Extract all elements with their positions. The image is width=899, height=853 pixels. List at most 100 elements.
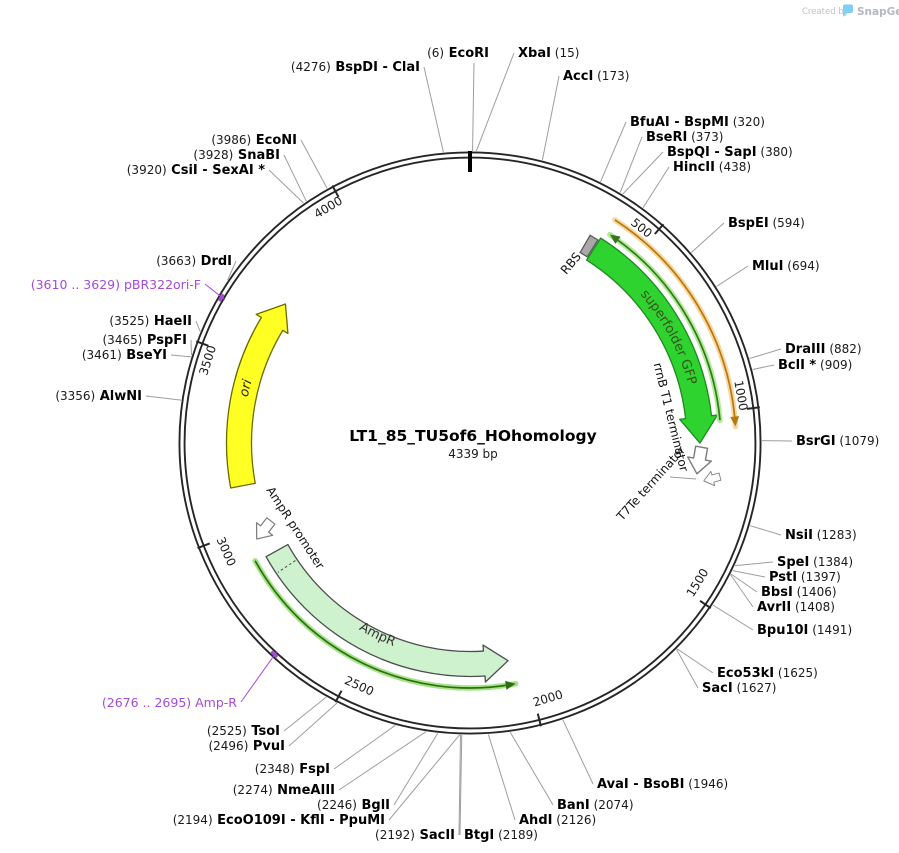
enzyme-label-ahdi[interactable]: AhdI (2126) [519, 813, 596, 828]
enzyme-label-snabi[interactable]: (3928) SnaBI [193, 148, 280, 163]
leader-fspi [333, 724, 396, 770]
enzyme-label-btgi[interactable]: BtgI (2189) [464, 828, 538, 843]
enzyme-label-bseri[interactable]: BseRI (373) [646, 130, 723, 145]
leader-bspqi-sapi [622, 151, 664, 195]
feature-rbs-label[interactable]: RBS [558, 250, 584, 277]
enzyme-label-avai-bsobi[interactable]: AvaI - BsoBI (1946) [597, 777, 728, 792]
enzyme-label-draiii[interactable]: DraIII (882) [785, 342, 862, 357]
primer-label-amp-r[interactable]: (2676 .. 2695) Amp-R [102, 695, 237, 710]
enzyme-label-bfuai-bspmi[interactable]: BfuAI - BspMI (320) [630, 115, 765, 130]
feature-rbs-box[interactable] [579, 234, 599, 258]
enzyme-label-ecori[interactable]: (6) EcoRI [427, 46, 489, 61]
enzyme-label-bsrgi[interactable]: BsrGI (1079) [796, 434, 879, 449]
enzyme-label-haeii[interactable]: (3525) HaeII [109, 314, 192, 329]
tick-label-3000: 3000 [213, 535, 238, 569]
feature-ampr-segment-divider [277, 560, 296, 573]
leader-bani [509, 731, 554, 806]
feature-t7te-terminator-label[interactable]: T7Te terminator [613, 443, 688, 524]
enzyme-label-fspi[interactable]: (2348) FspI [255, 762, 330, 777]
leader-bgli [393, 732, 439, 806]
leader-ecoo109i-kfli-ppumi [388, 734, 461, 821]
leader-bcli [752, 364, 775, 370]
enzyme-label-acci[interactable]: AccI (173) [563, 69, 629, 84]
primer-label-pbr322ori-f[interactable]: (3610 .. 3629) pBR322ori-F [31, 277, 201, 292]
leader-mlui [716, 265, 749, 287]
primer-leader-pbr322ori-f [204, 283, 226, 301]
leader-sacii [458, 734, 461, 836]
snapgene-logo-icon [843, 4, 853, 17]
tick-2000 [536, 713, 542, 727]
enzyme-label-bani[interactable]: BanI (2074) [557, 798, 634, 813]
leader-btgi [459, 734, 463, 836]
enzyme-label-bspdi-clai[interactable]: (4276) BspDI - ClaI [291, 60, 420, 75]
enzyme-label-econi[interactable]: (3986) EcoNI [211, 133, 297, 148]
enzyme-label-mlui[interactable]: MluI (694) [752, 259, 820, 274]
primer-marker-amp-r [270, 650, 279, 659]
enzyme-label-pspfi[interactable]: (3465) PspFI [103, 333, 188, 348]
leader-bbsi [730, 573, 758, 593]
leader-econi [300, 139, 328, 189]
plasmid-title: LT1_85_TU5of6_HOhomology [349, 427, 596, 445]
feature-ori-arrow[interactable] [225, 303, 289, 489]
tick-1500 [699, 600, 712, 610]
enzyme-label-psti[interactable]: PstI (1397) [769, 570, 841, 585]
primer-leader-amp-r [240, 651, 278, 703]
leader-drdi [227, 260, 237, 281]
enzyme-label-saci[interactable]: SacI (1627) [702, 681, 776, 696]
enzyme-label-nmeaiii[interactable]: (2274) NmeAIII [233, 783, 335, 798]
leader-bseri [619, 136, 643, 193]
enzyme-label-bgli[interactable]: (2246) BglI [317, 798, 390, 813]
enzyme-label-bpu10i[interactable]: Bpu10I (1491) [757, 623, 852, 638]
feature-ampr-arrow[interactable] [265, 543, 509, 683]
feature-t7te-terminator-glyph[interactable] [702, 469, 722, 488]
enzyme-label-hincii[interactable]: HincII (438) [673, 160, 751, 175]
leader-eco53ki [676, 648, 714, 674]
tick-label-2000: 2000 [531, 687, 564, 709]
primer-marker-pbr322ori-f [218, 293, 225, 302]
enzyme-label-alwni[interactable]: (3356) AlwNI [55, 389, 142, 404]
leader-csii-sexai [268, 169, 304, 204]
enzyme-label-drdi[interactable]: (3663) DrdI [156, 254, 232, 269]
feature-ampr-rev-arc-line [254, 560, 510, 689]
leader-tsoi [283, 696, 327, 732]
enzyme-label-sacii[interactable]: (2192) SacII [375, 828, 455, 843]
enzyme-label-avrii[interactable]: AvrII (1408) [757, 600, 835, 615]
leader-bpu10i [712, 604, 754, 631]
enzyme-label-ecoo109i-kfli-ppumi[interactable]: (2194) EcoO109I - KflI - PpuMI [173, 813, 385, 828]
leader-ahdi [487, 734, 516, 821]
leader-nmeaiii [338, 731, 427, 791]
leader-bfuai-bspmi [600, 121, 627, 182]
leader-draiii [749, 348, 782, 359]
feature-ori-label[interactable]: ori [237, 378, 256, 399]
leader-saci [676, 649, 699, 689]
leader-bseyi [170, 354, 192, 358]
leader-haeii [195, 320, 201, 332]
tick-label-1500: 1500 [684, 566, 712, 599]
tick-2500 [334, 690, 343, 703]
enzyme-label-xbai[interactable]: XbaI (15) [518, 46, 579, 61]
enzyme-label-bspei[interactable]: BspEI (594) [728, 216, 805, 231]
enzyme-label-spei[interactable]: SpeI (1384) [777, 555, 853, 570]
enzyme-label-bspqi-sapi[interactable]: BspQI - SapI (380) [667, 145, 793, 160]
leader-acci [541, 75, 560, 161]
enzyme-label-nsii[interactable]: NsiI (1283) [785, 528, 857, 543]
enzyme-label-bcli[interactable]: BclI * (909) [778, 358, 852, 373]
feature-rrnb-t1-terminator-glyph[interactable] [685, 445, 713, 476]
feature-sfgfp-arrow[interactable] [586, 237, 719, 444]
feature-gfp-fwd-arc-line [614, 219, 736, 421]
enzyme-label-bseyi[interactable]: (3461) BseYI [82, 348, 167, 363]
leader-nsii [749, 525, 782, 536]
enzyme-label-pvui[interactable]: (2496) PvuI [208, 739, 285, 754]
enzyme-label-csii-sexai[interactable]: (3920) CsiI - SexAI * [127, 163, 265, 178]
tick-label-1000: 1000 [731, 379, 750, 412]
enzyme-label-tsoi[interactable]: (2525) TsoI [207, 724, 280, 739]
tick-3000 [197, 542, 211, 550]
tick-label-2500: 2500 [342, 673, 376, 698]
leader-psti [732, 570, 766, 578]
enzyme-label-bbsi[interactable]: BbsI (1406) [761, 585, 837, 600]
tick-1000 [746, 406, 760, 410]
feature-ampr-promoter-glyph[interactable] [249, 515, 279, 546]
enzyme-label-eco53ki[interactable]: Eco53kI (1625) [717, 666, 818, 681]
tick-4000 [331, 185, 340, 198]
